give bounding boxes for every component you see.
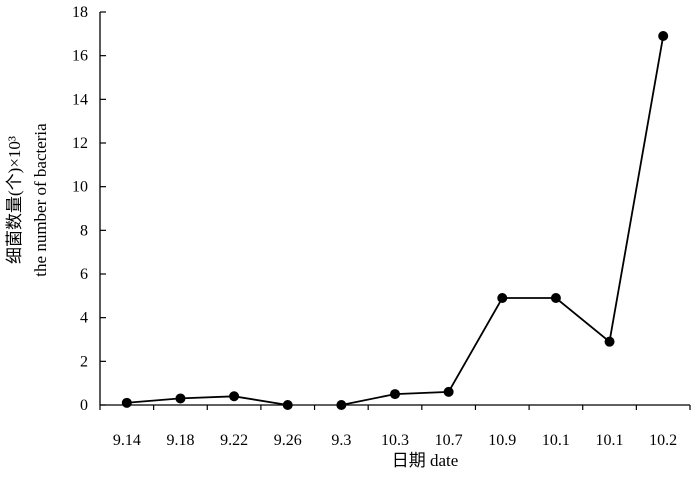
x-axis-title: 日期 date xyxy=(392,451,459,470)
data-point xyxy=(175,393,186,404)
data-point xyxy=(497,293,508,304)
series-lines xyxy=(126,35,665,406)
x-tick-label: 10.1 xyxy=(596,432,624,449)
series-points xyxy=(121,31,669,410)
axes xyxy=(99,12,690,406)
y-tick-label: 16 xyxy=(72,48,88,65)
y-tick-label: 10 xyxy=(72,179,88,196)
data-point xyxy=(336,400,347,410)
y-ticks: 0 2 4 6 8 10 12 14 16 18 xyxy=(72,4,106,414)
x-tick-label: 10.9 xyxy=(488,432,516,449)
x-ticks: 9.14 9.18 9.22 9.26 9.3 10.3 10.7 10.9 10.1 10.1 1… xyxy=(99,405,691,449)
series-line xyxy=(341,35,665,406)
data-point xyxy=(229,391,240,402)
data-point xyxy=(658,31,669,42)
x-tick-label: 10.7 xyxy=(435,432,463,449)
y-tick-label: 8 xyxy=(80,222,88,239)
y-tick-label: 14 xyxy=(72,91,88,108)
data-point xyxy=(282,400,293,410)
y-axis-title-cn: 细菌数量(个)×10³ xyxy=(5,136,24,264)
data-point xyxy=(390,389,400,400)
x-tick-label: 9.18 xyxy=(166,432,194,449)
x-tick-label: 10.1 xyxy=(542,432,570,449)
data-point xyxy=(604,336,615,347)
y-tick-label: 2 xyxy=(80,353,88,370)
y-tick-label: 0 xyxy=(80,397,88,414)
series-line xyxy=(126,395,288,406)
y-axis-title-en: the number of bacteria xyxy=(31,123,50,277)
x-tick-label: 9.22 xyxy=(220,432,248,449)
data-point xyxy=(550,293,561,304)
x-tick-label: 9.26 xyxy=(274,432,302,449)
x-tick-label: 10.3 xyxy=(381,432,409,449)
y-tick-label: 18 xyxy=(72,4,88,21)
data-point xyxy=(121,397,132,408)
x-tick-label: 9.3 xyxy=(331,432,351,449)
x-tick-label: 9.14 xyxy=(113,432,141,449)
data-point xyxy=(443,386,454,397)
y-tick-label: 4 xyxy=(80,310,88,327)
y-tick-label: 12 xyxy=(72,135,88,152)
x-tick-label: 10.2 xyxy=(649,432,677,449)
y-tick-label: 6 xyxy=(80,266,88,283)
